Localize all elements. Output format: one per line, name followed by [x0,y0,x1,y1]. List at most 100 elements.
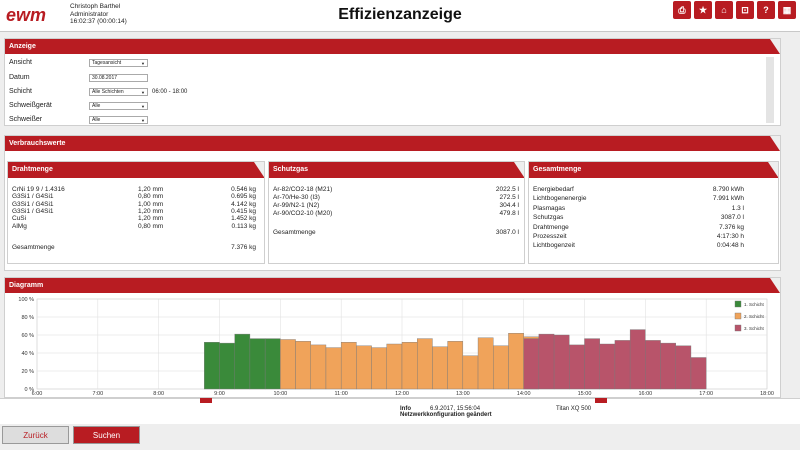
bar-2 [508,333,524,390]
ansicht-select[interactable]: Tagesansicht ▼ [89,59,148,67]
chevron-down-icon: ▼ [141,61,145,66]
x-tick-label: 11:00 [334,391,347,397]
legend-swatch [734,312,742,320]
bar-3 [675,345,692,390]
efficiency-chart: 0 % 20 % 40 % 60 % 80 % 100 % 6:00 7:00 8:00 9:00… [18,297,773,397]
verbrauch-title: Verbrauchswerte [5,136,780,151]
field-label-ansicht: Ansicht [9,59,32,66]
bar-2 [401,342,418,390]
wire-diameter: 1,20 mm [138,186,164,193]
header: ewm Christoph Barthel Administrator 16:0… [0,0,800,32]
bar-3 [599,343,616,390]
anzeige-panel: Anzeige Ansicht Tagesansicht ▼ Datum 30.0… [4,38,781,126]
bar-2 [432,346,448,390]
search-button[interactable]: Suchen [73,426,140,444]
ewm-logo: ewm [6,5,46,25]
user-info: Christoph Barthel Administrator 16:02:37… [70,3,127,26]
bar-2 [417,338,433,390]
wire-name: G3Si1 / G4Si1 [12,207,54,215]
wire-amount: 1.452 kg [231,215,256,223]
gas-name: Ar-99/N2-1 (N2) [273,202,320,209]
field-label-schicht: Schicht [9,88,32,95]
wire-amount: 0.546 kg [231,186,256,193]
bar-1 [204,342,220,390]
datum-input[interactable]: 30.08.2017 [89,74,148,82]
wire-total-label: Gesamtmenge [12,244,55,251]
field-label-schweissgeraet: Schweißgerät [9,102,52,109]
bar-1 [219,342,235,390]
ansicht-value: Tagesansicht [92,60,122,66]
x-tick-label: 10:00 [273,391,287,397]
legend-swatch [734,300,742,308]
bar-2 [280,339,296,390]
bar-1 [234,333,251,390]
legend-label: 3. Schicht [744,326,765,331]
total-amount: 0:04:48 h [716,242,744,250]
gas-name: Ar-70/He-30 (I3) [273,194,320,201]
star-icon[interactable]: ★ [694,1,712,19]
wire-name: G3Si1 / G4Si1 [12,200,54,208]
total-amount: 4:17:30 h [716,233,744,240]
expand-right-tab[interactable] [595,398,607,403]
chevron-down-icon: ▼ [141,104,145,109]
back-button[interactable]: Zurück [2,426,69,444]
total-name: Drahtmenge [533,223,569,231]
y-tick-label: 0 % [25,387,35,393]
bar-3 [690,357,707,390]
help-icon[interactable]: ? [757,1,775,19]
x-tick-label: 13:00 [456,391,470,397]
schweissgeraet-select[interactable]: Alle ▼ [89,102,148,110]
total-name: Lichtbogenenergie [533,195,587,203]
wire-total: 7.376 kg [231,244,256,251]
bar-2 [295,341,311,390]
legend-label: 1. Schicht [744,302,765,307]
home-icon[interactable]: ⌂ [715,1,733,19]
user-time: 16:02:37 (00:00:14) [70,18,127,25]
wire-name: AlMg [12,222,27,230]
datum-value: 30.08.2017 [92,75,118,81]
gas-name: Ar-82/CO2-18 (M21) [273,186,333,193]
total-name: Energiebedarf [533,186,574,193]
schicht-value: Alle Schichten [92,89,124,95]
schweissgeraet-value: Alle [92,103,101,109]
total-amount: 7.376 kg [719,223,744,231]
chevron-down-icon: ▼ [141,90,145,95]
drahtmenge-panel: Drahtmenge CrNi 19 9 / 1.4316 1,20 mm 0.54… [7,161,265,264]
grid-icon[interactable]: ▦ [778,1,796,19]
gesamtmenge-panel: Gesamtmenge Energiebedarf 8.790 kWh Lichtb… [528,161,779,264]
x-tick-label: 12:00 [395,391,409,397]
x-tick-label: 14:00 [517,391,531,397]
bar-3 [629,329,646,390]
expand-left-tab[interactable] [200,398,212,403]
bar-2 [371,347,387,390]
schicht-select[interactable]: Alle Schichten ▼ [89,88,148,96]
lock-icon[interactable]: ⊡ [736,1,754,19]
schutzgas-panel: Schutzgas Ar-82/CO2-18 (M21) 2022.5 l Ar-7… [268,161,525,264]
x-tick-label: 15:00 [578,391,592,397]
header-toolbar: ⎙ ★ ⌂ ⊡ ? ▦ [673,1,796,19]
total-amount: 7.991 kWh [712,195,744,203]
bar-1 [249,338,266,390]
wire-amount: 0.113 kg [231,222,256,230]
anzeige-scrollbar[interactable] [766,57,774,123]
wire-amount: 4.142 kg [231,200,256,208]
info-label: Info [400,406,411,412]
bar-3 [614,340,631,390]
bar-2 [325,347,342,390]
print-icon[interactable]: ⎙ [673,1,691,19]
chevron-down-icon: ▼ [141,118,145,123]
schweisser-select[interactable]: Alle ▼ [89,116,148,124]
legend-swatch [734,324,742,332]
gesamtmenge-title: Gesamtmenge [529,162,778,178]
wire-name: G3Si1 / G4Si1 [12,193,54,201]
x-tick-label: 8:00 [153,391,164,397]
y-tick-label: 20 % [21,369,34,375]
y-tick-label: 40 % [21,351,34,357]
wire-name: CrNi 19 9 / 1.4316 [12,186,65,193]
gas-total: 3087.0 l [495,229,519,236]
wire-amount: 0.695 kg [231,193,256,201]
y-tick-label: 80 % [21,315,34,321]
legend-label: 2. Schicht [744,314,765,319]
user-name: Christoph Barthel [70,3,121,10]
